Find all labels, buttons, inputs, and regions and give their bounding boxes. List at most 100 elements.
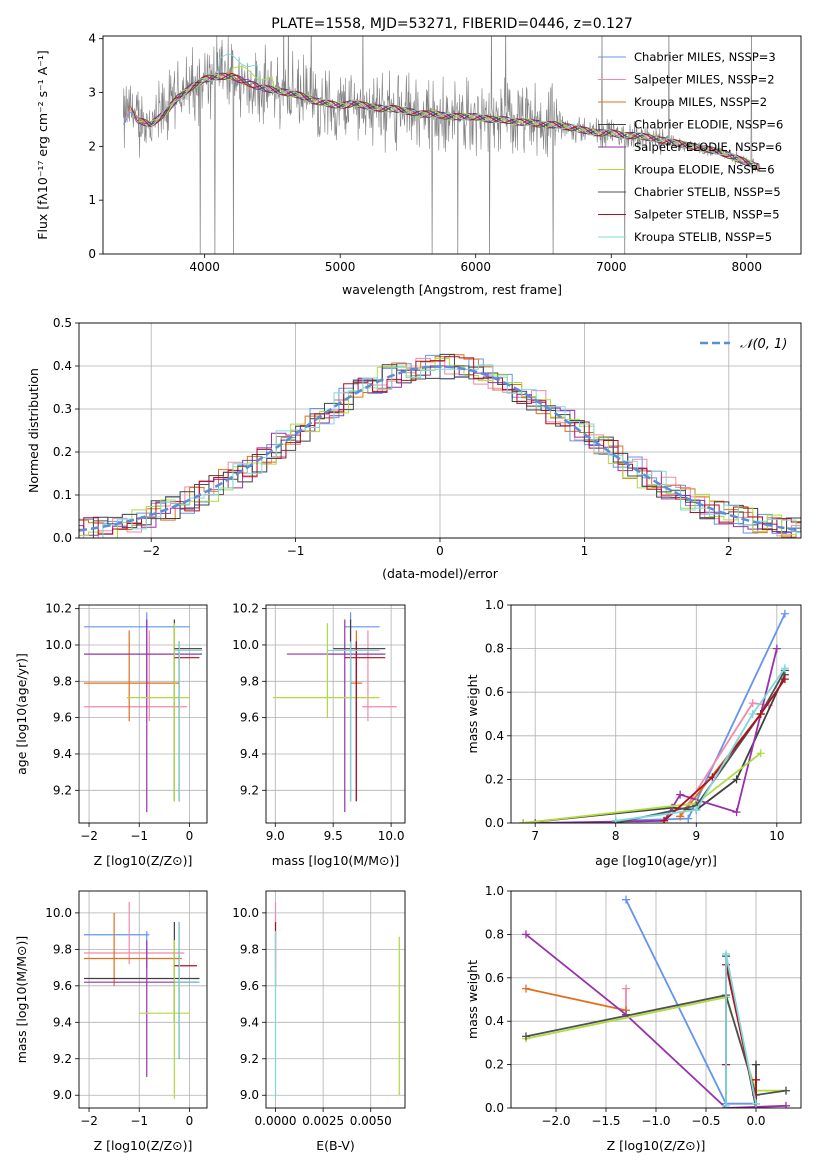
y-tick-label: 10.0 [45, 906, 72, 920]
y-tick-label: 9.2 [53, 1052, 72, 1066]
data-point-marker [676, 790, 685, 799]
y-tick-label: 0.0 [53, 531, 72, 545]
mass-weight-vs-Z-panel: −2.0 −1.5 −1.0 −0.5 0.0 0.0 0.2 0.4 0.6 0.8 1.0 Z [… [465, 884, 802, 1153]
mass-weight-vs-age-plot-area [519, 609, 789, 823]
data-point-marker [782, 1086, 790, 1095]
data-point-marker [622, 895, 630, 904]
y-axis-label: mass weight [465, 960, 480, 1039]
legend-label: Kroupa STELIB, NSSP=5 [634, 230, 772, 244]
spectrum-legend: Chabrier MILES, NSSP=3 Salpeter MILES, NS… [598, 50, 783, 244]
mass-weight-vs-age-panel: 7 8 9 10 0.0 0.2 0.4 0.6 0.8 1.0 age [log10(age/yr… [465, 598, 802, 868]
y-tick-label: 0.6 [485, 971, 504, 985]
series-line [725, 953, 757, 1106]
y-tick-label: 9.6 [53, 979, 72, 993]
x-tick-label: 7000 [596, 260, 627, 274]
axes-frame [265, 604, 406, 824]
x-tick-label: 0 [186, 829, 194, 843]
x-tick-label: 0.0000 [255, 1114, 297, 1128]
legend-label: 𝒩(0, 1) [740, 337, 787, 352]
model-spectrum-line [136, 66, 761, 171]
mass-vs-EBV-panel: 0.0000 0.0025 0.0050 9.0 9.2 9.4 9.6 9.8 10.0 E(B… [232, 890, 406, 1153]
x-axis-label: Z [log10(Z/Z⊙)] [607, 1138, 706, 1153]
legend-label: Salpeter STELIB, NSSP=5 [634, 208, 780, 222]
histogram-step [79, 357, 801, 538]
legend-label: Kroupa ELODIE, NSSP=6 [634, 163, 775, 177]
model-spectrum-line [139, 74, 760, 172]
series-line [663, 678, 786, 822]
y-tick-label: 1 [88, 193, 96, 207]
data-point-marker [780, 675, 789, 684]
series-line [525, 994, 787, 1097]
residuals-panel: −2 −1 0 1 2 0.0 0.1 0.2 0.3 0.4 0.5 𝒩(0, 1) (data-mo… [26, 316, 802, 581]
x-axis-label: E(B-V) [316, 1138, 355, 1153]
legend-label: Salpeter MILES, NSSP=2 [634, 73, 775, 87]
data-point-marker [692, 805, 701, 814]
axes-frame [78, 322, 802, 539]
legend-label: Kroupa MILES, NSSP=2 [634, 95, 767, 109]
data-point-marker [748, 710, 757, 718]
x-tick-label: 0.0025 [302, 1114, 344, 1128]
y-tick-label: 0.8 [485, 642, 504, 656]
y-axis-label: mass weight [465, 674, 480, 753]
x-tick-label: 0 [436, 544, 444, 558]
x-tick-label: 4000 [189, 260, 220, 274]
x-tick-label: −1.5 [591, 1114, 620, 1128]
normal-curve [79, 365, 801, 532]
axes-frame [78, 890, 208, 1109]
y-tick-label: 0 [88, 247, 96, 261]
y-tick-label: 9.0 [53, 1088, 72, 1102]
histogram-step [79, 364, 801, 538]
data-point-marker [756, 749, 765, 758]
data-point-marker [772, 644, 781, 653]
histogram-step [79, 364, 801, 538]
x-tick-label: 1 [581, 544, 589, 558]
age-vs-Z-panel: −2 −1 0 9.2 9.4 9.6 9.8 10.0 10.2 Z [log10(Z/Z⊙)]… [14, 602, 208, 868]
data-point-marker [660, 816, 669, 823]
y-axis-label: mass [log10(M/M⊙)] [14, 936, 29, 1064]
x-axis-label: age [log10(age/yr)] [595, 853, 717, 868]
y-tick-label: 9.4 [53, 747, 72, 761]
age-vs-Z-plot-area [84, 612, 202, 813]
data-point-marker [622, 984, 630, 993]
mass-weight-vs-Z-plot-area [522, 895, 790, 1108]
y-tick-label: 10.0 [45, 638, 72, 652]
x-axis-label: Z [log10(Z/Z⊙)] [94, 1138, 193, 1153]
y-axis-label: Normed distribution [26, 368, 41, 493]
y-tick-label: 10.0 [232, 638, 259, 652]
age-vs-mass-panel: 9.0 9.5 10.0 9.2 9.4 9.6 9.8 10.0 10.2 mass [log1… [232, 602, 406, 868]
spectrum-plot-area [122, 36, 761, 254]
y-tick-label: 2 [88, 139, 96, 153]
y-tick-label: 9.8 [240, 942, 259, 956]
y-tick-label: 0.2 [485, 1058, 504, 1072]
mass-vs-EBV-plot-area [274, 901, 400, 1099]
y-tick-label: 0.2 [53, 445, 72, 459]
y-tick-label: 0.4 [485, 729, 504, 743]
x-tick-label: −1 [287, 544, 305, 558]
y-tick-label: 1.0 [485, 884, 504, 898]
axes-frame [510, 890, 802, 1109]
y-tick-label: 0.4 [53, 359, 72, 373]
legend-label: Chabrier MILES, NSSP=3 [634, 50, 776, 64]
histogram-step [79, 356, 801, 535]
y-tick-label: 0.2 [485, 772, 504, 786]
y-tick-label: 0.1 [53, 488, 72, 502]
y-tick-label: 0.0 [485, 816, 504, 830]
x-tick-label: 5000 [325, 260, 356, 274]
y-tick-label: 9.8 [53, 942, 72, 956]
y-tick-label: 3 [88, 86, 96, 100]
mass-vs-Z-plot-area [84, 901, 200, 1099]
x-tick-label: −1 [130, 1114, 148, 1128]
x-tick-label: 9.5 [324, 829, 343, 843]
y-tick-label: 9.6 [240, 979, 259, 993]
x-tick-label: 10 [769, 829, 784, 843]
legend-label: Chabrier ELODIE, NSSP=6 [634, 118, 783, 132]
y-tick-label: 0.0 [485, 1101, 504, 1115]
x-tick-label: −2 [80, 829, 98, 843]
x-axis-label: mass [log10(M/M⊙)] [272, 853, 400, 868]
mass-vs-Z-panel: −2 −1 0 9.0 9.2 9.4 9.6 9.8 10.0 Z [log10(Z/Z⊙)] m… [14, 890, 208, 1153]
x-tick-label: 0 [186, 1114, 194, 1128]
y-tick-label: 0.4 [485, 1014, 504, 1028]
y-tick-label: 10.2 [232, 602, 259, 616]
y-tick-label: 9.4 [240, 1015, 259, 1029]
x-tick-label: −1.0 [641, 1114, 670, 1128]
